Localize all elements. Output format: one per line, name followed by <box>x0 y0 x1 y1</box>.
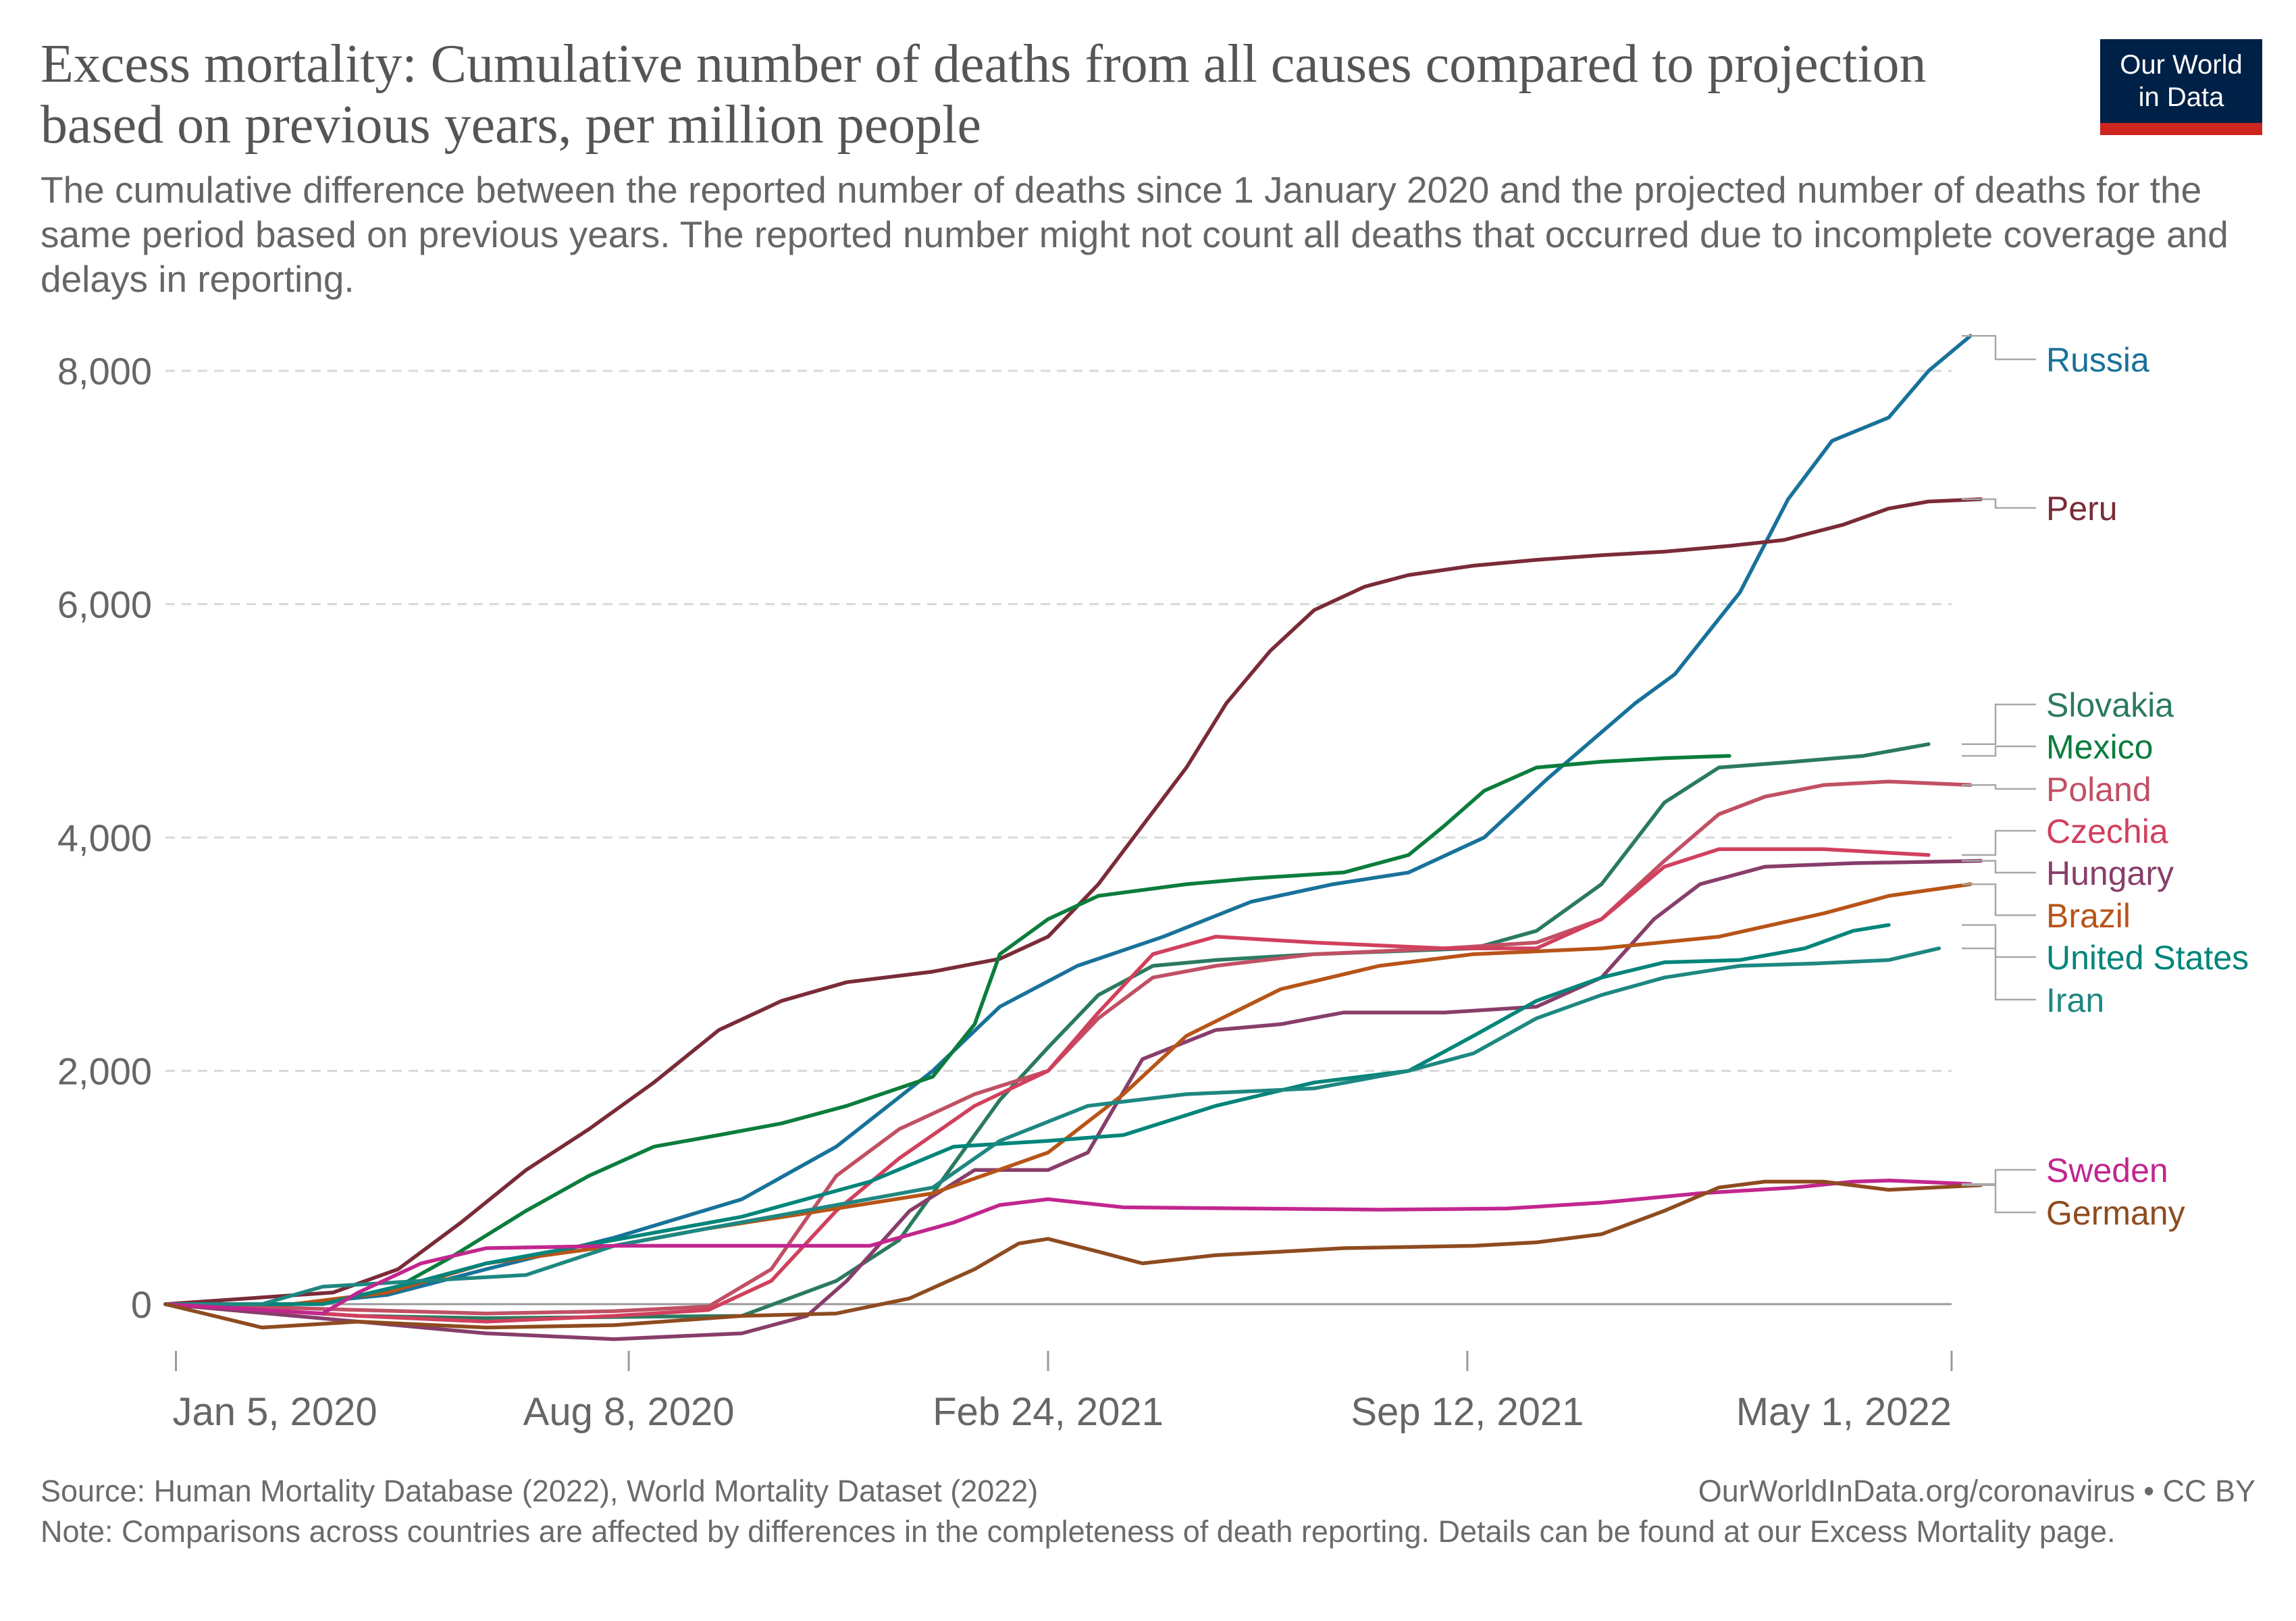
chart-title: Excess mortality: Cumulative number of d… <box>41 34 1927 155</box>
x-tick-label: Feb 24, 2021 <box>933 1390 1164 1434</box>
logo-line-1: Our World <box>2120 50 2243 80</box>
y-tick-label: 4,000 <box>57 817 152 859</box>
footer-note: Note: Comparisons across countries are a… <box>41 1514 2116 1549</box>
label-connector <box>1962 829 2036 856</box>
x-tick-label: Jan 5, 2020 <box>173 1390 377 1434</box>
label-connector <box>1962 703 2036 746</box>
series-label-mexico[interactable]: Mexico <box>2046 728 2153 766</box>
series-line-germany[interactable] <box>163 1179 1983 1330</box>
label-connector <box>1962 924 2036 958</box>
series-label-czechia[interactable]: Czechia <box>2046 813 2168 850</box>
owid-logo[interactable]: Our World in Data <box>2100 39 2262 135</box>
label-connector <box>1962 784 2036 790</box>
series-label-sweden[interactable]: Sweden <box>2046 1152 2168 1189</box>
series-line-czechia[interactable] <box>163 847 1931 1324</box>
label-connector <box>1962 860 2036 874</box>
label-connector <box>1962 498 2036 509</box>
chart-subtitle: The cumulative difference between the re… <box>41 169 2228 300</box>
label-connector <box>1962 1184 2036 1214</box>
footer-source-row: Source: Human Mortality Database (2022),… <box>41 1471 2255 1512</box>
series-label-brazil[interactable]: Brazil <box>2046 897 2131 935</box>
label-connector <box>1962 1168 2036 1185</box>
label-connector <box>1962 335 2036 361</box>
series-line-poland[interactable] <box>163 779 1973 1316</box>
series-line-iran[interactable] <box>163 946 1941 1306</box>
series-label-germany[interactable]: Germany <box>2046 1194 2185 1232</box>
logo-line-2: in Data <box>2138 82 2224 112</box>
series-label-peru[interactable]: Peru <box>2046 490 2118 528</box>
x-tick-label: Aug 8, 2020 <box>523 1390 735 1434</box>
y-tick-label: 0 <box>131 1283 152 1326</box>
site-link[interactable]: OurWorldInData.org/coronavirus • CC BY <box>1698 1474 2255 1508</box>
series-label-hungary[interactable]: Hungary <box>2046 854 2174 892</box>
source-text: Source: Human Mortality Database (2022),… <box>41 1474 1039 1508</box>
label-connector <box>1962 947 2036 1001</box>
x-tick-label: May 1, 2022 <box>1736 1390 1952 1434</box>
series-line-peru[interactable] <box>163 497 1983 1306</box>
series-line-united-states[interactable] <box>163 923 1891 1306</box>
series-label-united-states[interactable]: United States <box>2046 939 2249 977</box>
series-label-slovakia[interactable]: Slovakia <box>2046 686 2174 724</box>
y-tick-label: 2,000 <box>57 1050 152 1092</box>
label-connector <box>1962 883 2036 917</box>
y-tick-label: 6,000 <box>57 584 152 626</box>
series-line-russia[interactable] <box>163 334 1973 1306</box>
series-line-sweden[interactable] <box>163 1179 1973 1316</box>
series-label-russia[interactable]: Russia <box>2046 341 2149 379</box>
series-line-slovakia[interactable] <box>163 742 1931 1320</box>
series-label-poland[interactable]: Poland <box>2046 771 2151 808</box>
x-tick-label: Sep 12, 2021 <box>1351 1390 1584 1434</box>
label-connector <box>1962 745 2036 757</box>
series-label-iran[interactable]: Iran <box>2046 981 2104 1019</box>
series-line-hungary[interactable] <box>163 858 1983 1341</box>
y-tick-label: 8,000 <box>57 350 152 392</box>
series-line-mexico[interactable] <box>163 754 1731 1306</box>
